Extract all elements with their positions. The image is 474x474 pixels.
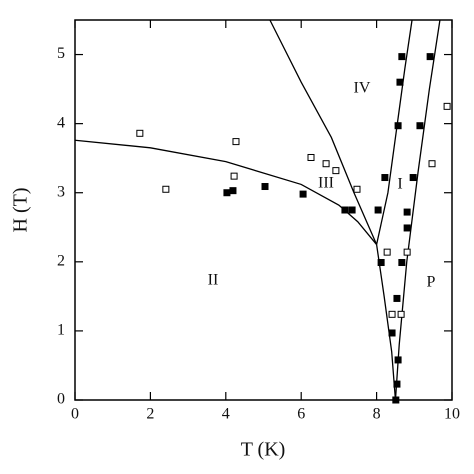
filled-square	[261, 183, 269, 191]
filled-square	[223, 189, 231, 197]
phase-label: IV	[354, 80, 371, 97]
filled-square	[348, 206, 356, 214]
filled-square	[393, 294, 401, 302]
open-square	[307, 153, 315, 161]
filled-square	[394, 356, 402, 364]
filled-square	[398, 53, 406, 61]
open-square	[162, 185, 170, 193]
open-square	[428, 160, 436, 168]
open-square	[230, 172, 238, 180]
filled-square	[394, 122, 402, 130]
open-square	[332, 167, 340, 175]
y-axis-label: H (T)	[10, 188, 32, 233]
open-square	[383, 248, 391, 256]
filled-square	[388, 329, 396, 337]
y-tick-label: 4	[57, 114, 65, 131]
phase-label: II	[208, 272, 219, 289]
open-square	[136, 129, 144, 137]
x-axis-label: T (K)	[241, 439, 286, 461]
phase-label: P	[427, 274, 436, 291]
filled-square	[299, 190, 307, 198]
y-tick-label: 0	[57, 391, 65, 408]
phase-boundary	[269, 19, 378, 245]
x-tick-label: 10	[444, 406, 460, 423]
filled-square	[229, 187, 237, 195]
open-square	[403, 248, 411, 256]
phase-boundary	[375, 244, 397, 401]
y-tick-label: 1	[57, 322, 65, 339]
filled-square	[426, 53, 434, 61]
filled-square	[396, 78, 404, 86]
x-tick-label: 8	[373, 406, 381, 423]
plot-frame	[74, 19, 453, 401]
filled-square	[341, 206, 349, 214]
x-tick-label: 0	[71, 406, 79, 423]
open-square	[388, 310, 396, 318]
open-square	[322, 160, 330, 168]
filled-square	[393, 380, 401, 388]
filled-square	[398, 259, 406, 267]
x-tick-label: 2	[146, 406, 154, 423]
filled-square	[381, 174, 389, 182]
phase-boundary	[74, 139, 378, 245]
y-tick-label: 5	[57, 45, 65, 62]
filled-square	[409, 174, 417, 182]
open-square	[443, 102, 451, 110]
x-tick-label: 6	[297, 406, 305, 423]
filled-square	[392, 396, 400, 404]
open-square	[232, 138, 240, 146]
phase-label: I	[397, 176, 402, 193]
y-tick-label: 2	[57, 252, 65, 269]
filled-square	[416, 122, 424, 130]
phase-boundary	[394, 19, 441, 401]
filled-square	[374, 206, 382, 214]
open-square	[397, 310, 405, 318]
y-tick-label: 3	[57, 183, 65, 200]
filled-square	[403, 224, 411, 232]
filled-square	[403, 208, 411, 216]
open-square	[353, 185, 361, 193]
phase-label: III	[318, 175, 334, 192]
filled-square	[377, 259, 385, 267]
x-tick-label: 4	[222, 406, 230, 423]
